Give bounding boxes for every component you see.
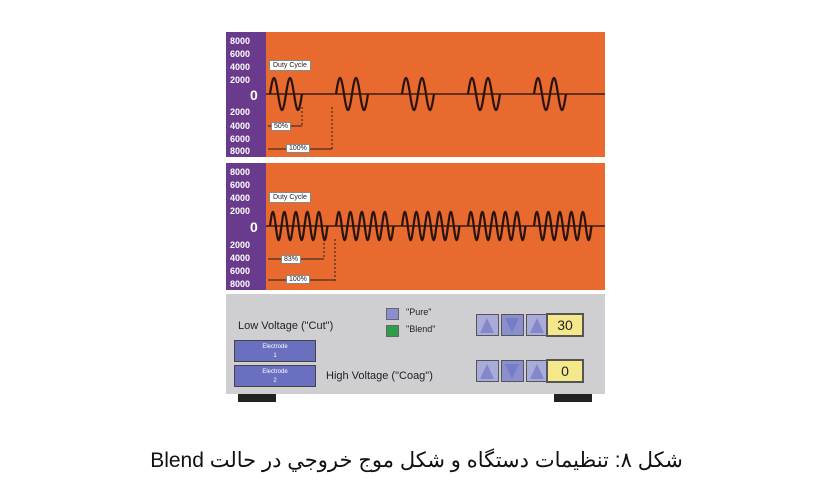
electrode-2-button[interactable]: Electrode 2 (234, 365, 316, 387)
scope-top-tick: 4000 (230, 62, 251, 72)
blend-swatch-icon (386, 325, 399, 337)
scope-top-duty-label: Duty Cycle (269, 60, 311, 71)
scope-bottom-pct-label: 83% (281, 255, 302, 264)
scope-bottom-tick: 4000 (230, 253, 251, 263)
electrode-2-number: 2 (273, 378, 277, 384)
electrode-2-label: Electrode (262, 369, 288, 375)
low-voltage-down-button[interactable] (476, 314, 499, 336)
scope-bottom: 8000 6000 4000 2000 0 2000 4000 6000 800… (226, 163, 605, 290)
low-voltage-value: 30 (546, 313, 584, 337)
high-voltage-down-button[interactable] (476, 360, 499, 382)
scope-bottom-duty-label: Duty Cycle (269, 192, 311, 203)
scope-top-axis: 8000 6000 4000 2000 0 2000 4000 6000 800… (226, 32, 266, 157)
electrode-1-button[interactable]: Electrode 1 (234, 340, 316, 362)
device-foot-right (554, 394, 592, 402)
scope-top-tick: 2000 (230, 107, 251, 117)
electrode-1-number: 1 (273, 353, 277, 359)
scope-bottom-pct-label: 100% (286, 275, 310, 284)
low-voltage-label: Low Voltage ("Cut") (238, 320, 334, 332)
low-voltage-mid-button[interactable] (501, 314, 524, 336)
scope-top-tick: 6000 (230, 134, 251, 144)
scope-top-tick: 8000 (230, 146, 251, 156)
scope-top-tick: 4000 (230, 121, 251, 131)
figure-caption: شكل ٨: تنظيمات دستگاه و شكل موج خروجي در… (150, 449, 683, 472)
scope-bottom-tick: 6000 (230, 266, 251, 276)
pure-swatch-icon (386, 308, 399, 320)
scope-bottom-tick: 8000 (230, 167, 251, 177)
scope-top: 8000 6000 4000 2000 0 2000 4000 6000 800… (226, 32, 605, 157)
scope-top-tick: 8000 (230, 36, 251, 46)
scope-top-pct-label: 50% (271, 122, 292, 131)
high-voltage-mid-button[interactable] (501, 360, 524, 382)
scope-top-tick: 2000 (230, 75, 251, 85)
scope-bottom-axis: 8000 6000 4000 2000 0 2000 4000 6000 800… (226, 163, 266, 290)
scope-bottom-tick: 8000 (230, 279, 251, 289)
scope-bottom-tick: 6000 (230, 180, 251, 190)
scope-top-pct-label: 100% (286, 144, 310, 153)
scope-top-tick: 6000 (230, 49, 251, 59)
scope-bottom-tick: 4000 (230, 193, 251, 203)
pure-legend-label: "Pure" (406, 307, 432, 317)
scope-bottom-tick: 2000 (230, 206, 251, 216)
scope-bottom-waveform (266, 210, 605, 281)
control-panel: Low Voltage ("Cut") High Voltage ("Coag"… (226, 294, 605, 394)
device-foot-left (238, 394, 276, 402)
electrosurgical-device-figure: 8000 6000 4000 2000 0 2000 4000 6000 800… (226, 32, 605, 402)
electrode-1-label: Electrode (262, 344, 288, 350)
scope-top-waveform (266, 76, 605, 150)
blend-legend-label: "Blend" (406, 324, 436, 334)
scope-bottom-zero: 0 (250, 219, 258, 235)
scope-top-zero: 0 (250, 87, 258, 103)
high-voltage-value: 0 (546, 359, 584, 383)
scope-bottom-tick: 2000 (230, 240, 251, 250)
high-voltage-label: High Voltage ("Coag") (326, 370, 433, 382)
